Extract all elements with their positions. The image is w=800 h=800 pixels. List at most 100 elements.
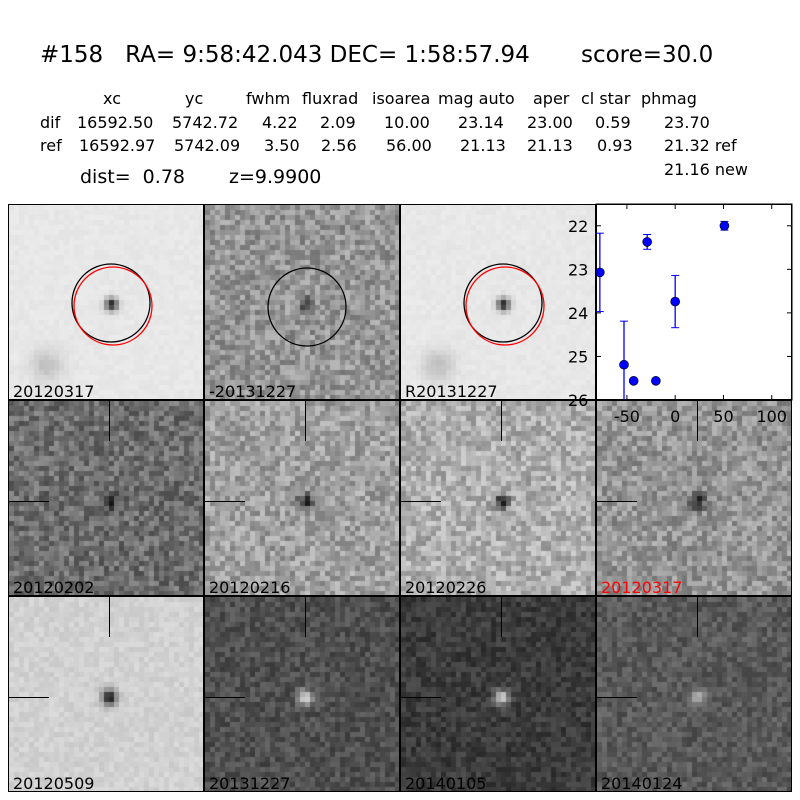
y-tick-label: 23 bbox=[568, 260, 588, 279]
cell: 21.32 ref bbox=[664, 136, 737, 155]
stamp-panel: 20131227 bbox=[204, 596, 400, 792]
stamp-date-label: 20131227 bbox=[209, 774, 291, 792]
data-point bbox=[619, 359, 629, 370]
black-circle bbox=[463, 263, 543, 343]
crosshair-horizontal bbox=[205, 697, 245, 698]
diff-image bbox=[205, 205, 399, 399]
ref-new-image bbox=[401, 205, 595, 399]
data-point bbox=[719, 220, 730, 231]
stamp-image bbox=[597, 401, 791, 595]
cell: 16592.97 bbox=[79, 136, 156, 155]
stamp-date-label: 20140124 bbox=[601, 774, 683, 792]
z-value: z=9.9900 bbox=[229, 166, 322, 188]
stamp-image bbox=[205, 597, 399, 791]
cell: 21.13 bbox=[460, 136, 506, 155]
cell: 5742.72 bbox=[172, 113, 239, 132]
crosshair-vertical bbox=[501, 597, 502, 637]
black-circle bbox=[71, 263, 151, 343]
data-point bbox=[670, 296, 680, 307]
stamp-panel: 20120509 bbox=[8, 596, 204, 792]
row-label: ref bbox=[40, 136, 62, 155]
stamp-panel: 20140105 bbox=[400, 596, 596, 792]
plot-frame bbox=[595, 203, 793, 401]
stamp-image bbox=[9, 597, 203, 791]
col-header: xc bbox=[103, 89, 121, 108]
y-tick-label: 22 bbox=[568, 217, 588, 236]
x-tick-label: 50 bbox=[713, 407, 733, 426]
panel-label: R20131227 bbox=[405, 382, 498, 400]
dist-value: dist= 0.78 bbox=[80, 166, 185, 188]
crosshair-vertical bbox=[109, 597, 110, 637]
y-tick-label: 25 bbox=[568, 347, 588, 366]
stamp-image bbox=[401, 597, 595, 791]
red-circle bbox=[465, 266, 545, 346]
stamp-panel: 20120226 bbox=[400, 400, 596, 596]
ref-image bbox=[9, 205, 203, 399]
cell: 4.22 bbox=[262, 113, 298, 132]
aperture-circles bbox=[71, 263, 153, 346]
data-point bbox=[595, 267, 605, 278]
crosshair-horizontal bbox=[205, 501, 245, 502]
stamp-image bbox=[205, 401, 399, 595]
row-label: dif bbox=[40, 113, 61, 132]
panel-label: -20131227 bbox=[209, 382, 297, 400]
ref-new-image-panel: R20131227 bbox=[400, 204, 596, 400]
cell: 23.70 bbox=[664, 113, 710, 132]
crosshair-horizontal bbox=[9, 697, 49, 698]
crosshair-horizontal bbox=[597, 697, 637, 698]
crosshair-vertical bbox=[109, 401, 110, 441]
data-point bbox=[642, 237, 652, 247]
crosshair-vertical bbox=[501, 401, 502, 441]
cell: 10.00 bbox=[384, 113, 430, 132]
stamp-date-label: 20120317 bbox=[601, 578, 683, 596]
stamp-date-label: 20120202 bbox=[13, 578, 95, 596]
stamp-image bbox=[9, 401, 203, 595]
x-tick-label: 100 bbox=[756, 407, 787, 426]
stamp-image bbox=[597, 597, 791, 791]
col-header: yc bbox=[185, 89, 204, 108]
red-circle bbox=[73, 266, 153, 346]
light-curve-plot: 22 23 24 25 26 -50 0 50 100 bbox=[568, 203, 793, 426]
stamp-date-label: 20140105 bbox=[405, 774, 487, 792]
stamp-date-label: 20120226 bbox=[405, 578, 487, 596]
cell: 23.00 bbox=[527, 113, 573, 132]
cell: 5742.09 bbox=[174, 136, 241, 155]
crosshair-horizontal bbox=[401, 501, 441, 502]
cell: 16592.50 bbox=[77, 113, 154, 132]
x-tick-label: 0 bbox=[670, 407, 680, 426]
diff-image-panel: -20131227 bbox=[204, 204, 400, 400]
col-header: aper bbox=[533, 89, 570, 108]
panel-label: 20120317 bbox=[13, 382, 95, 400]
stamp-panel: 20140124 bbox=[596, 596, 792, 792]
cell: 0.59 bbox=[595, 113, 631, 132]
stamp-panel: 20120216 bbox=[204, 400, 400, 596]
aperture-circles bbox=[463, 263, 545, 346]
crosshair-horizontal bbox=[9, 501, 49, 502]
stamp-image bbox=[401, 401, 595, 595]
y-tick-label: 26 bbox=[568, 391, 588, 410]
cell: 0.93 bbox=[597, 136, 633, 155]
cell: 56.00 bbox=[386, 136, 432, 155]
col-header: fwhm bbox=[246, 89, 291, 108]
col-header: cl star bbox=[581, 89, 631, 108]
cell: 3.50 bbox=[264, 136, 300, 155]
stamp-panel: 20120317 bbox=[596, 400, 792, 596]
cell: 2.56 bbox=[321, 136, 357, 155]
crosshair-vertical bbox=[697, 401, 698, 441]
crosshair-vertical bbox=[697, 597, 698, 637]
figure-title: #158 RA= 9:58:42.043 DEC= 1:58:57.94 sco… bbox=[40, 42, 714, 68]
ref-image-panel: 20120317 bbox=[8, 204, 204, 400]
data-point bbox=[628, 376, 639, 386]
y-tick-label: 24 bbox=[568, 304, 588, 323]
col-header: mag auto bbox=[438, 89, 515, 108]
col-header: fluxrad bbox=[302, 89, 359, 108]
crosshair-horizontal bbox=[401, 697, 441, 698]
cell: 21.13 bbox=[527, 136, 573, 155]
stamp-date-label: 20120509 bbox=[13, 774, 95, 792]
crosshair-vertical bbox=[305, 401, 306, 441]
stamp-panel: 20120202 bbox=[8, 400, 204, 596]
cell: 23.14 bbox=[458, 113, 504, 132]
x-tick-label: -50 bbox=[614, 407, 640, 426]
data-point bbox=[651, 376, 661, 386]
stamp-date-label: 20120216 bbox=[209, 578, 291, 596]
